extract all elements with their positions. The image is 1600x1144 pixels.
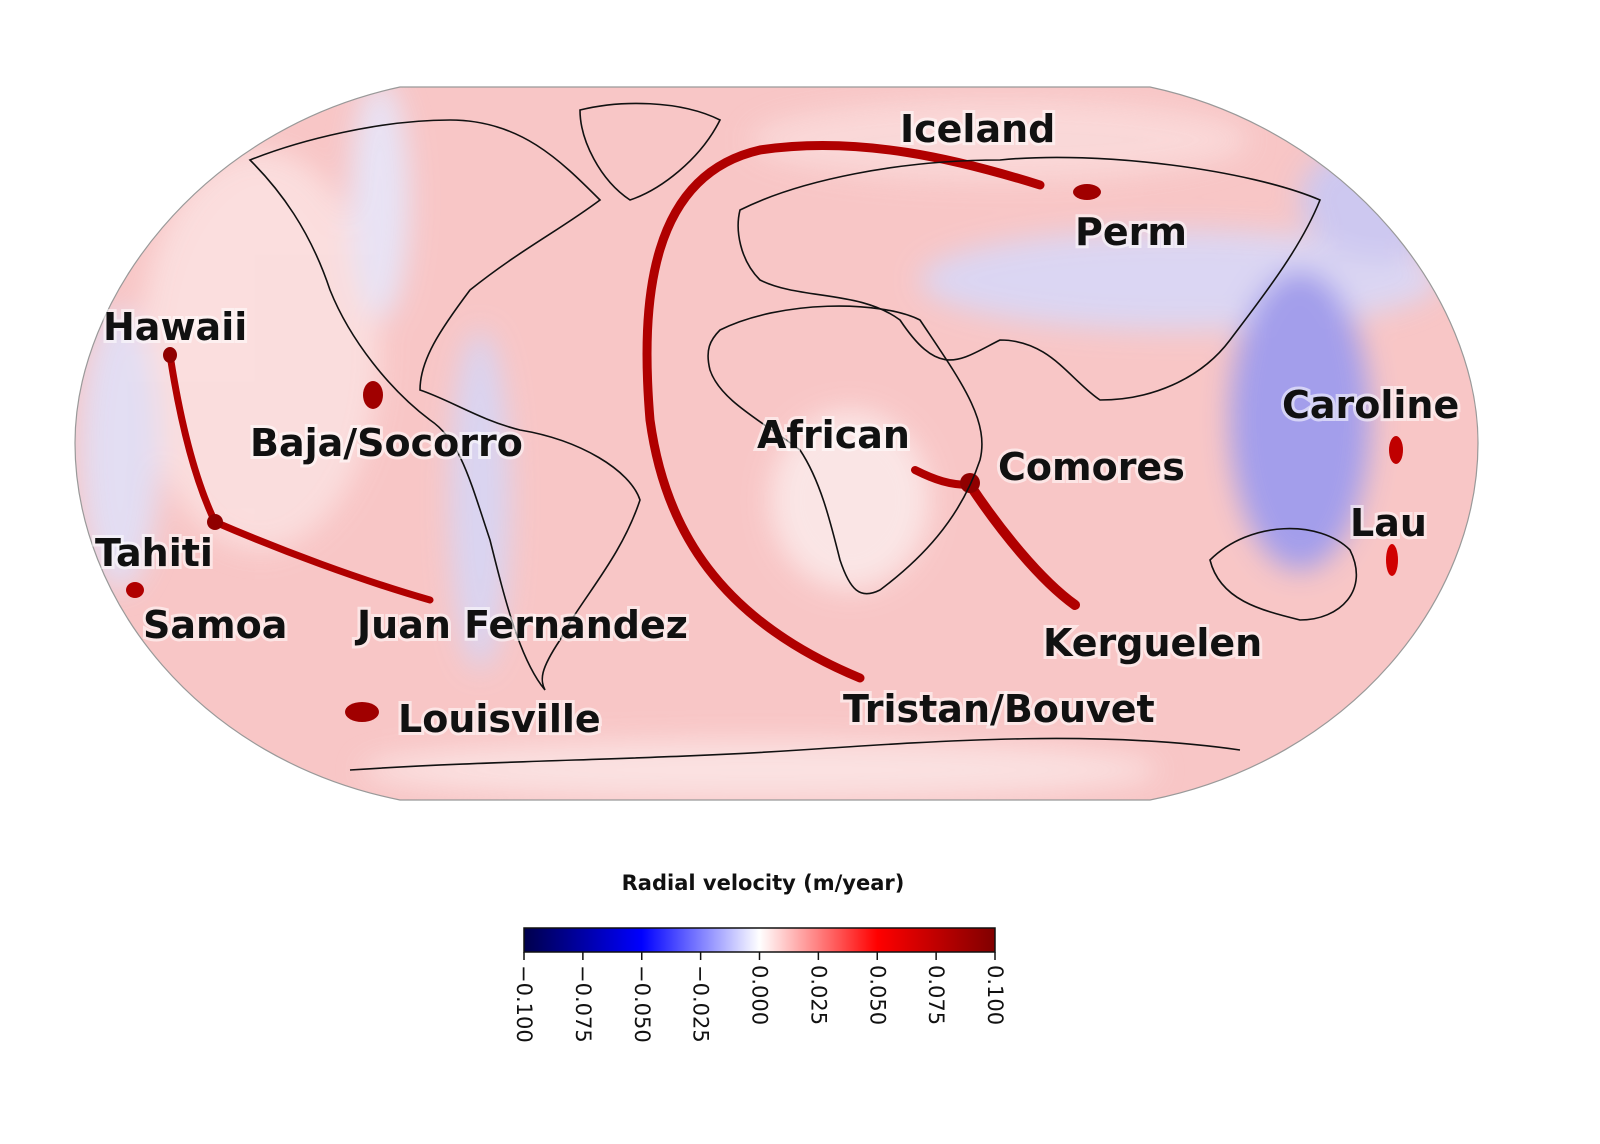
label-louisville: Louisville	[398, 697, 601, 741]
label-juan-fernandez: Juan Fernandez	[354, 603, 688, 647]
colorbar-tick-label: −0.075	[571, 965, 595, 1043]
label-tristan-bouvet: Tristan/Bouvet	[843, 687, 1155, 731]
label-baja-socorro: Baja/Socorro	[250, 421, 523, 465]
label-iceland: Iceland	[900, 107, 1055, 151]
label-african: African	[757, 413, 910, 457]
colorbar-tick-label: 0.000	[748, 965, 772, 1025]
colorbar-tick-label: 0.050	[865, 965, 889, 1025]
colorbar-title: Radial velocity (m/year)	[622, 871, 905, 895]
colorbar-tick-label: 0.100	[983, 965, 1007, 1025]
colorbar-tick-label: 0.075	[924, 965, 948, 1025]
label-caroline: Caroline	[1282, 383, 1459, 427]
colorbar-tick-label: 0.025	[806, 965, 830, 1025]
coastlines	[248, 102, 1358, 771]
colorbar: Radial velocity (m/year) −0.100 −0.075 −0.…	[512, 871, 1007, 1043]
hotspot-labels: Iceland Perm Hawaii Baja/Socorro Tahiti …	[92, 104, 1462, 744]
label-samoa: Samoa	[143, 603, 287, 647]
label-tahiti: Tahiti	[95, 531, 213, 575]
map-boundary	[74, 86, 1479, 801]
label-comores: Comores	[998, 445, 1185, 489]
velocity-field	[75, 87, 1478, 800]
label-hawaii: Hawaii	[103, 305, 247, 349]
plume-tracks	[126, 141, 1403, 722]
label-kerguelen: Kerguelen	[1043, 621, 1262, 665]
colorbar-gradient	[523, 927, 996, 953]
label-perm: Perm	[1075, 210, 1187, 254]
label-lau: Lau	[1350, 501, 1427, 545]
colorbar-tick-label: −0.050	[630, 965, 654, 1043]
colorbar-tick-label: −0.100	[512, 965, 536, 1043]
colorbar-tick-label: −0.025	[689, 965, 713, 1043]
